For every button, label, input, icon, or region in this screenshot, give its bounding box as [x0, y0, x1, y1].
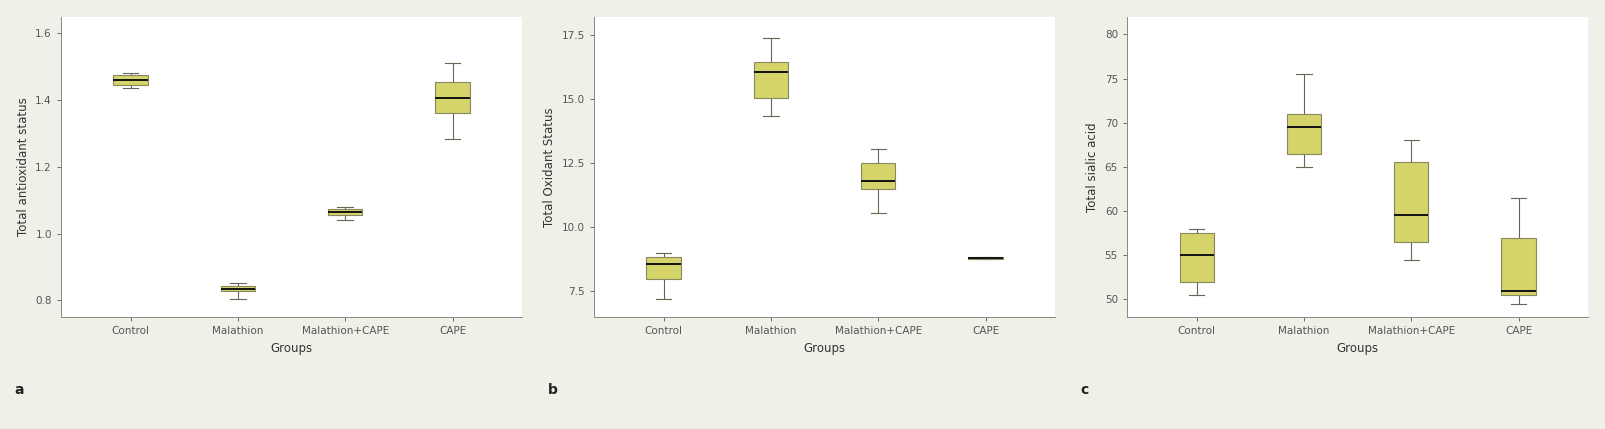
Bar	[754, 62, 788, 97]
Text: a: a	[14, 383, 24, 397]
Bar	[862, 163, 896, 189]
Bar	[114, 75, 148, 85]
Bar	[435, 82, 470, 113]
Bar	[1180, 233, 1213, 282]
Bar	[327, 209, 363, 214]
Bar	[221, 286, 255, 291]
Bar	[1287, 114, 1321, 154]
Text: c: c	[1080, 383, 1090, 397]
X-axis label: Groups: Groups	[1337, 341, 1379, 355]
Y-axis label: Total Oxidant Status: Total Oxidant Status	[542, 107, 555, 227]
Y-axis label: Total antioxidant status: Total antioxidant status	[16, 97, 29, 236]
Bar	[1395, 163, 1428, 242]
Bar	[1501, 238, 1536, 295]
Y-axis label: Total sialic acid: Total sialic acid	[1087, 122, 1099, 211]
X-axis label: Groups: Groups	[271, 341, 313, 355]
Text: b: b	[547, 383, 557, 397]
Bar	[968, 257, 1003, 259]
X-axis label: Groups: Groups	[804, 341, 846, 355]
Bar	[647, 257, 681, 278]
